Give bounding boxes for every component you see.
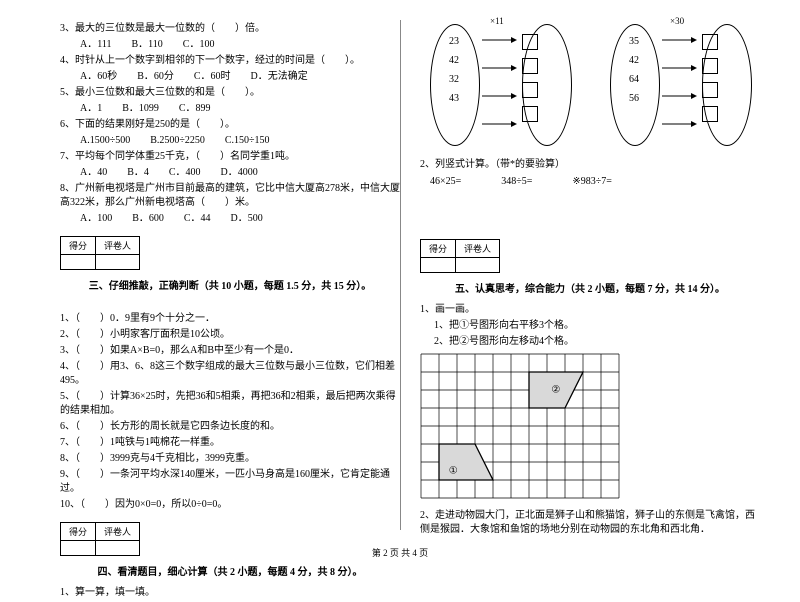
page-footer: 第 2 页 共 4 页: [0, 546, 800, 559]
num: 64: [610, 74, 658, 85]
svg-text:①: ①: [449, 466, 458, 477]
grader-label: 评卷人: [96, 237, 140, 255]
p1: 1、画一画。: [420, 303, 760, 317]
q6-stem: 6、下面的结果刚好是250的是（ ）。: [60, 118, 400, 132]
mult-label-2: ×30: [670, 16, 684, 26]
p1a: 1、把①号图形向右平移3个格。: [420, 319, 760, 333]
num: 23: [430, 36, 478, 47]
section-3-title: 三、仔细推敲，正确判断（共 10 小题，每题 1.5 分，共 15 分）。: [60, 277, 400, 292]
judge-8: 8、（ ）3999克与4千克相比，3999克重。: [60, 452, 400, 466]
judge-7: 7、（ ）1吨铁与1吨棉花一样重。: [60, 436, 400, 450]
score-box-sec5: 得分 评卷人: [420, 239, 500, 273]
num: 43: [430, 93, 478, 104]
q6-opts: A.1500÷500 B.2500÷2250 C.150÷150: [60, 134, 400, 148]
blank-box: [702, 34, 718, 50]
score-box-sec3: 得分 评卷人: [60, 236, 140, 270]
grid-figure: ②①: [420, 353, 640, 503]
calc-row: 46×25= 348÷5= ※983÷7=: [430, 176, 760, 187]
q4-opts: A．60秒 B．60分 C．60时 D．无法确定: [60, 70, 400, 84]
q5-opts: A．1 B．1099 C．899: [60, 102, 400, 116]
oval-1-left-nums: 23 42 32 43: [430, 28, 478, 112]
num: 42: [430, 55, 478, 66]
score-label: 得分: [61, 237, 96, 255]
calc-c: ※983÷7=: [572, 176, 612, 187]
grader-label: 评卷人: [96, 523, 140, 541]
arrow-col-2: [660, 30, 700, 142]
score-label: 得分: [421, 240, 456, 258]
calc-2-stem: 2、列竖式计算。（带*的要验算）: [420, 158, 760, 172]
q3-opts: A．111 B．110 C．100: [60, 38, 400, 52]
calc-1: 1、算一算，填一填。: [60, 586, 400, 600]
grader-label: 评卷人: [456, 240, 500, 258]
column-divider: [400, 20, 401, 530]
num: 35: [610, 36, 658, 47]
num: 32: [430, 74, 478, 85]
judge-4: 4、（ ）用3、6、8这三个数字组成的最大三位数与最小三位数，它们相差495。: [60, 360, 400, 388]
oval-2-left-nums: 35 42 64 56: [610, 28, 658, 112]
judge-6: 6、（ ）长方形的周长就是它四条边长度的和。: [60, 420, 400, 434]
p1b: 2、把②号图形向左移动4个格。: [420, 335, 760, 349]
judge-3: 3、（ ）如果A×B=0，那么A和B中至少有一个是0．: [60, 344, 400, 358]
blank-box: [702, 58, 718, 74]
q7-stem: 7、平均每个同学体重25千克，（ ）名同学重1吨。: [60, 150, 400, 164]
q4-stem: 4、时针从上一个数字到相邻的下一个数字，经过的时间是（ ）。: [60, 54, 400, 68]
blank-box: [522, 34, 538, 50]
mult-label-1: ×11: [490, 16, 504, 26]
svg-text:②: ②: [551, 385, 560, 396]
oval-diagram: ×11 23 42 32 43: [420, 20, 760, 150]
judge-9: 9、（ ）一条河平均水深140厘米，一匹小马身高是160厘米，它肯定能通过。: [60, 468, 400, 496]
score-label: 得分: [61, 523, 96, 541]
q8-opts: A．100 B．600 C．44 D．500: [60, 212, 400, 226]
blank-box: [522, 106, 538, 122]
q5-stem: 5、最小三位数和最大三位数的和是（ ）。: [60, 86, 400, 100]
section-4-title: 四、看清题目，细心计算（共 2 小题，每题 4 分，共 8 分）。: [60, 563, 400, 578]
blank-box: [702, 82, 718, 98]
judge-1: 1、（ ）0．9里有9个十分之一．: [60, 312, 400, 326]
left-column: 3、最大的三位数是最大一位数的（ ）倍。 A．111 B．110 C．100 4…: [60, 20, 400, 602]
blank-box: [522, 82, 538, 98]
right-column: ×11 23 42 32 43: [420, 20, 760, 539]
blank-box: [702, 106, 718, 122]
grid-svg: ②①: [420, 353, 620, 499]
blank-box: [522, 58, 538, 74]
judge-5: 5、（ ）计算36×25时，先把36和5相乘，再把36和2相乘，最后把两次乘得的…: [60, 390, 400, 418]
judge-10: 10、（ ）因为0×0=0，所以0÷0=0。: [60, 498, 400, 512]
arrow-col-1: [480, 30, 520, 142]
q8-stem: 8、广州新电视塔是广州市目前最高的建筑，它比中信大厦高278米，中信大厦高322…: [60, 182, 400, 210]
p2: 2、走进动物园大门，正北面是狮子山和熊猫馆，狮子山的东侧是飞禽馆，西侧是猴园．大…: [420, 509, 760, 537]
oval-2-right-boxes: [702, 26, 750, 130]
oval-1-right-boxes: [522, 26, 570, 130]
num: 56: [610, 93, 658, 104]
num: 42: [610, 55, 658, 66]
judge-2: 2、（ ）小明家客厅面积是10公顷。: [60, 328, 400, 342]
section-5-title: 五、认真思考，综合能力（共 2 小题，每题 7 分，共 14 分）。: [420, 280, 760, 295]
calc-b: 348÷5=: [501, 176, 532, 187]
q3-stem: 3、最大的三位数是最大一位数的（ ）倍。: [60, 22, 400, 36]
calc-a: 46×25=: [430, 176, 461, 187]
q7-opts: A．40 B．4 C．400 D．4000: [60, 166, 400, 180]
